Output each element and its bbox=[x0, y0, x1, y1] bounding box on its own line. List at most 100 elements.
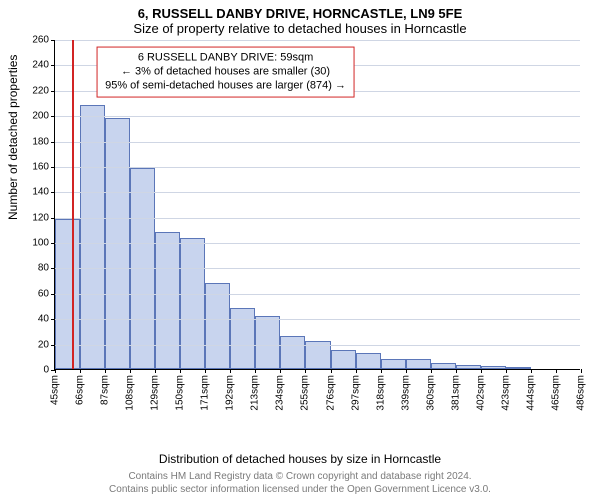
y-tick-label: 260 bbox=[32, 35, 49, 46]
x-tick-mark bbox=[581, 369, 582, 373]
x-tick-label: 129sqm bbox=[150, 375, 161, 411]
x-tick-mark bbox=[305, 369, 306, 373]
y-tick-label: 160 bbox=[32, 161, 49, 172]
page-title-line1: 6, RUSSELL DANBY DRIVE, HORNCASTLE, LN9 … bbox=[0, 0, 600, 21]
x-tick-label: 255sqm bbox=[300, 375, 311, 411]
x-tick-label: 423sqm bbox=[500, 375, 511, 411]
x-tick-label: 318sqm bbox=[375, 375, 386, 411]
gridline-h bbox=[55, 218, 580, 219]
annotation-line3: 95% of semi-detached houses are larger (… bbox=[105, 80, 346, 92]
x-tick-mark bbox=[55, 369, 56, 373]
y-tick-label: 140 bbox=[32, 187, 49, 198]
x-tick-mark bbox=[431, 369, 432, 373]
x-tick-label: 339sqm bbox=[400, 375, 411, 411]
histogram-bar bbox=[406, 359, 431, 369]
histogram-bar bbox=[431, 363, 456, 369]
x-tick-mark bbox=[456, 369, 457, 373]
x-tick-mark bbox=[155, 369, 156, 373]
x-tick-mark bbox=[280, 369, 281, 373]
y-axis-label: Number of detached properties bbox=[6, 55, 20, 220]
x-tick-label: 66sqm bbox=[75, 375, 86, 405]
marker-line bbox=[72, 40, 74, 369]
gridline-h bbox=[55, 345, 580, 346]
x-tick-label: 402sqm bbox=[475, 375, 486, 411]
x-tick-mark bbox=[255, 369, 256, 373]
y-tick-label: 200 bbox=[32, 111, 49, 122]
histogram-bar bbox=[280, 336, 305, 369]
gridline-h bbox=[55, 167, 580, 168]
footnote: Contains HM Land Registry data © Crown c… bbox=[0, 471, 600, 496]
y-tick-label: 20 bbox=[38, 339, 49, 350]
y-tick-label: 120 bbox=[32, 212, 49, 223]
gridline-h bbox=[55, 116, 580, 117]
histogram-bar bbox=[80, 105, 105, 369]
y-tick-mark bbox=[51, 116, 55, 117]
y-tick-label: 0 bbox=[43, 365, 49, 376]
y-tick-mark bbox=[51, 294, 55, 295]
x-axis-label: Distribution of detached houses by size … bbox=[0, 452, 600, 466]
x-tick-mark bbox=[230, 369, 231, 373]
y-tick-mark bbox=[51, 192, 55, 193]
y-tick-mark bbox=[51, 65, 55, 66]
y-tick-label: 180 bbox=[32, 136, 49, 147]
gridline-h bbox=[55, 243, 580, 244]
gridline-h bbox=[55, 268, 580, 269]
x-tick-mark bbox=[481, 369, 482, 373]
histogram-bar bbox=[506, 367, 531, 369]
x-tick-mark bbox=[556, 369, 557, 373]
y-tick-label: 100 bbox=[32, 238, 49, 249]
annotation-box: 6 RUSSELL DANBY DRIVE: 59sqm ← 3% of deta… bbox=[96, 46, 355, 97]
x-tick-label: 360sqm bbox=[425, 375, 436, 411]
histogram-bar bbox=[481, 366, 506, 369]
y-tick-mark bbox=[51, 319, 55, 320]
x-tick-label: 213sqm bbox=[250, 375, 261, 411]
x-tick-mark bbox=[381, 369, 382, 373]
x-tick-mark bbox=[180, 369, 181, 373]
histogram-bar bbox=[230, 308, 255, 369]
y-tick-label: 220 bbox=[32, 85, 49, 96]
y-tick-mark bbox=[51, 40, 55, 41]
histogram-bar bbox=[331, 350, 356, 369]
y-tick-label: 40 bbox=[38, 314, 49, 325]
x-tick-label: 234sqm bbox=[275, 375, 286, 411]
chart-area: 02040608010012014016018020022024026045sq… bbox=[54, 40, 580, 420]
y-tick-mark bbox=[51, 345, 55, 346]
y-tick-label: 60 bbox=[38, 288, 49, 299]
x-tick-mark bbox=[130, 369, 131, 373]
x-tick-label: 297sqm bbox=[350, 375, 361, 411]
histogram-bar bbox=[356, 353, 381, 370]
x-tick-mark bbox=[506, 369, 507, 373]
plot-region: 02040608010012014016018020022024026045sq… bbox=[54, 40, 580, 370]
x-tick-label: 444sqm bbox=[525, 375, 536, 411]
y-tick-mark bbox=[51, 91, 55, 92]
y-tick-mark bbox=[51, 243, 55, 244]
y-tick-mark bbox=[51, 167, 55, 168]
histogram-bar bbox=[255, 316, 280, 369]
y-tick-label: 80 bbox=[38, 263, 49, 274]
x-tick-label: 171sqm bbox=[200, 375, 211, 411]
x-tick-label: 192sqm bbox=[225, 375, 236, 411]
y-tick-label: 240 bbox=[32, 60, 49, 71]
page-title-line2: Size of property relative to detached ho… bbox=[0, 21, 600, 40]
x-tick-label: 381sqm bbox=[450, 375, 461, 411]
x-tick-mark bbox=[205, 369, 206, 373]
histogram-bar bbox=[180, 238, 205, 369]
x-tick-label: 276sqm bbox=[325, 375, 336, 411]
histogram-bar bbox=[155, 232, 180, 369]
x-tick-label: 465sqm bbox=[550, 375, 561, 411]
footnote-line1: Contains HM Land Registry data © Crown c… bbox=[128, 471, 471, 482]
gridline-h bbox=[55, 142, 580, 143]
footnote-line2: Contains public sector information licen… bbox=[109, 484, 491, 495]
x-tick-mark bbox=[105, 369, 106, 373]
x-tick-mark bbox=[331, 369, 332, 373]
annotation-line2: ← 3% of detached houses are smaller (30) bbox=[121, 66, 330, 78]
x-tick-label: 486sqm bbox=[576, 375, 587, 411]
gridline-h bbox=[55, 192, 580, 193]
annotation-line1: 6 RUSSELL DANBY DRIVE: 59sqm bbox=[138, 51, 313, 63]
histogram-bar bbox=[205, 283, 230, 369]
x-tick-label: 150sqm bbox=[175, 375, 186, 411]
x-tick-mark bbox=[531, 369, 532, 373]
y-tick-mark bbox=[51, 218, 55, 219]
y-tick-mark bbox=[51, 268, 55, 269]
x-tick-mark bbox=[356, 369, 357, 373]
